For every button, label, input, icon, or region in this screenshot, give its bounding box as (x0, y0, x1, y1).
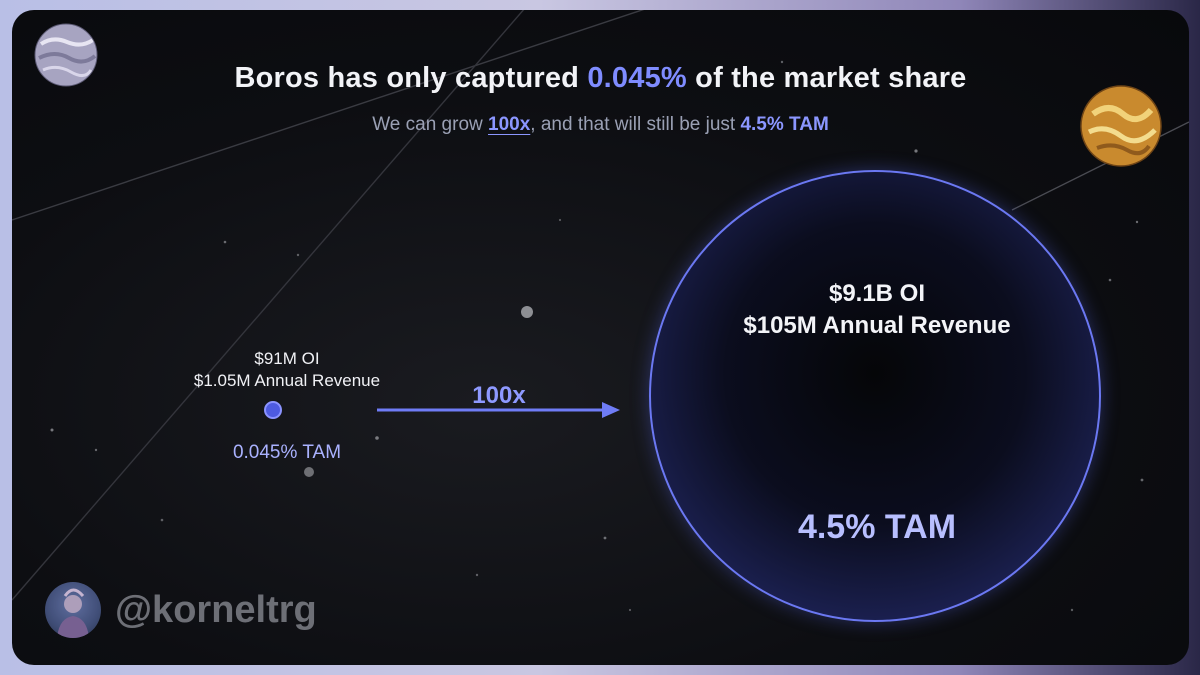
star (521, 306, 533, 318)
star (1135, 220, 1139, 224)
current-size-dot (264, 401, 282, 419)
subheadline-middle: , and that will still be just (530, 114, 741, 135)
current-state-labels: $91M OI $1.05M Annual Revenue (162, 348, 412, 392)
gray-planet-icon (34, 23, 98, 87)
trajectory-line (12, 10, 645, 221)
headline: Boros has only captured 0.045% of the ma… (12, 62, 1189, 95)
star (375, 436, 379, 440)
growth-multiplier-label: 100x (472, 382, 526, 409)
star (628, 608, 632, 612)
star (50, 428, 54, 432)
current-tam: 0.045% TAM (232, 442, 342, 463)
star (1140, 478, 1144, 482)
star (94, 448, 98, 452)
infographic-card: Boros has only captured 0.045% of the ma… (12, 10, 1189, 665)
future-size-circle: $9.1B OI $105M Annual Revenue 4.5% TAM (649, 170, 1101, 622)
avatar-figure-icon (57, 588, 89, 638)
growth-arrow-icon (377, 402, 620, 418)
subheadline: We can grow 100x, and that will still be… (12, 114, 1189, 136)
subheadline-multiplier: 100x (488, 114, 531, 135)
star (223, 240, 227, 244)
headline-suffix: of the market share (686, 62, 967, 94)
star (296, 253, 300, 257)
author-handle: @korneltrg (115, 589, 317, 631)
star (304, 467, 314, 477)
future-oi: $9.1B OI (828, 280, 926, 307)
star (1108, 278, 1112, 282)
future-revenue: $105M Annual Revenue (743, 312, 1011, 339)
current-revenue: $1.05M Annual Revenue (193, 371, 381, 390)
subheadline-tam: 4.5% TAM (740, 114, 829, 135)
star (1070, 608, 1074, 612)
star (914, 149, 918, 153)
gold-planet-icon (1080, 85, 1162, 167)
star (475, 573, 479, 577)
trajectory-line (12, 10, 525, 601)
current-oi: $91M OI (254, 349, 320, 368)
star (160, 518, 164, 522)
star-field (12, 10, 1189, 612)
headline-prefix: Boros has only captured (234, 62, 588, 94)
future-tam: 4.5% TAM (797, 508, 957, 546)
headline-highlight: 0.045% (587, 62, 687, 94)
star (558, 218, 562, 222)
star (780, 60, 784, 64)
star (603, 536, 607, 540)
avatar (45, 582, 101, 638)
subheadline-prefix: We can grow (372, 114, 489, 135)
